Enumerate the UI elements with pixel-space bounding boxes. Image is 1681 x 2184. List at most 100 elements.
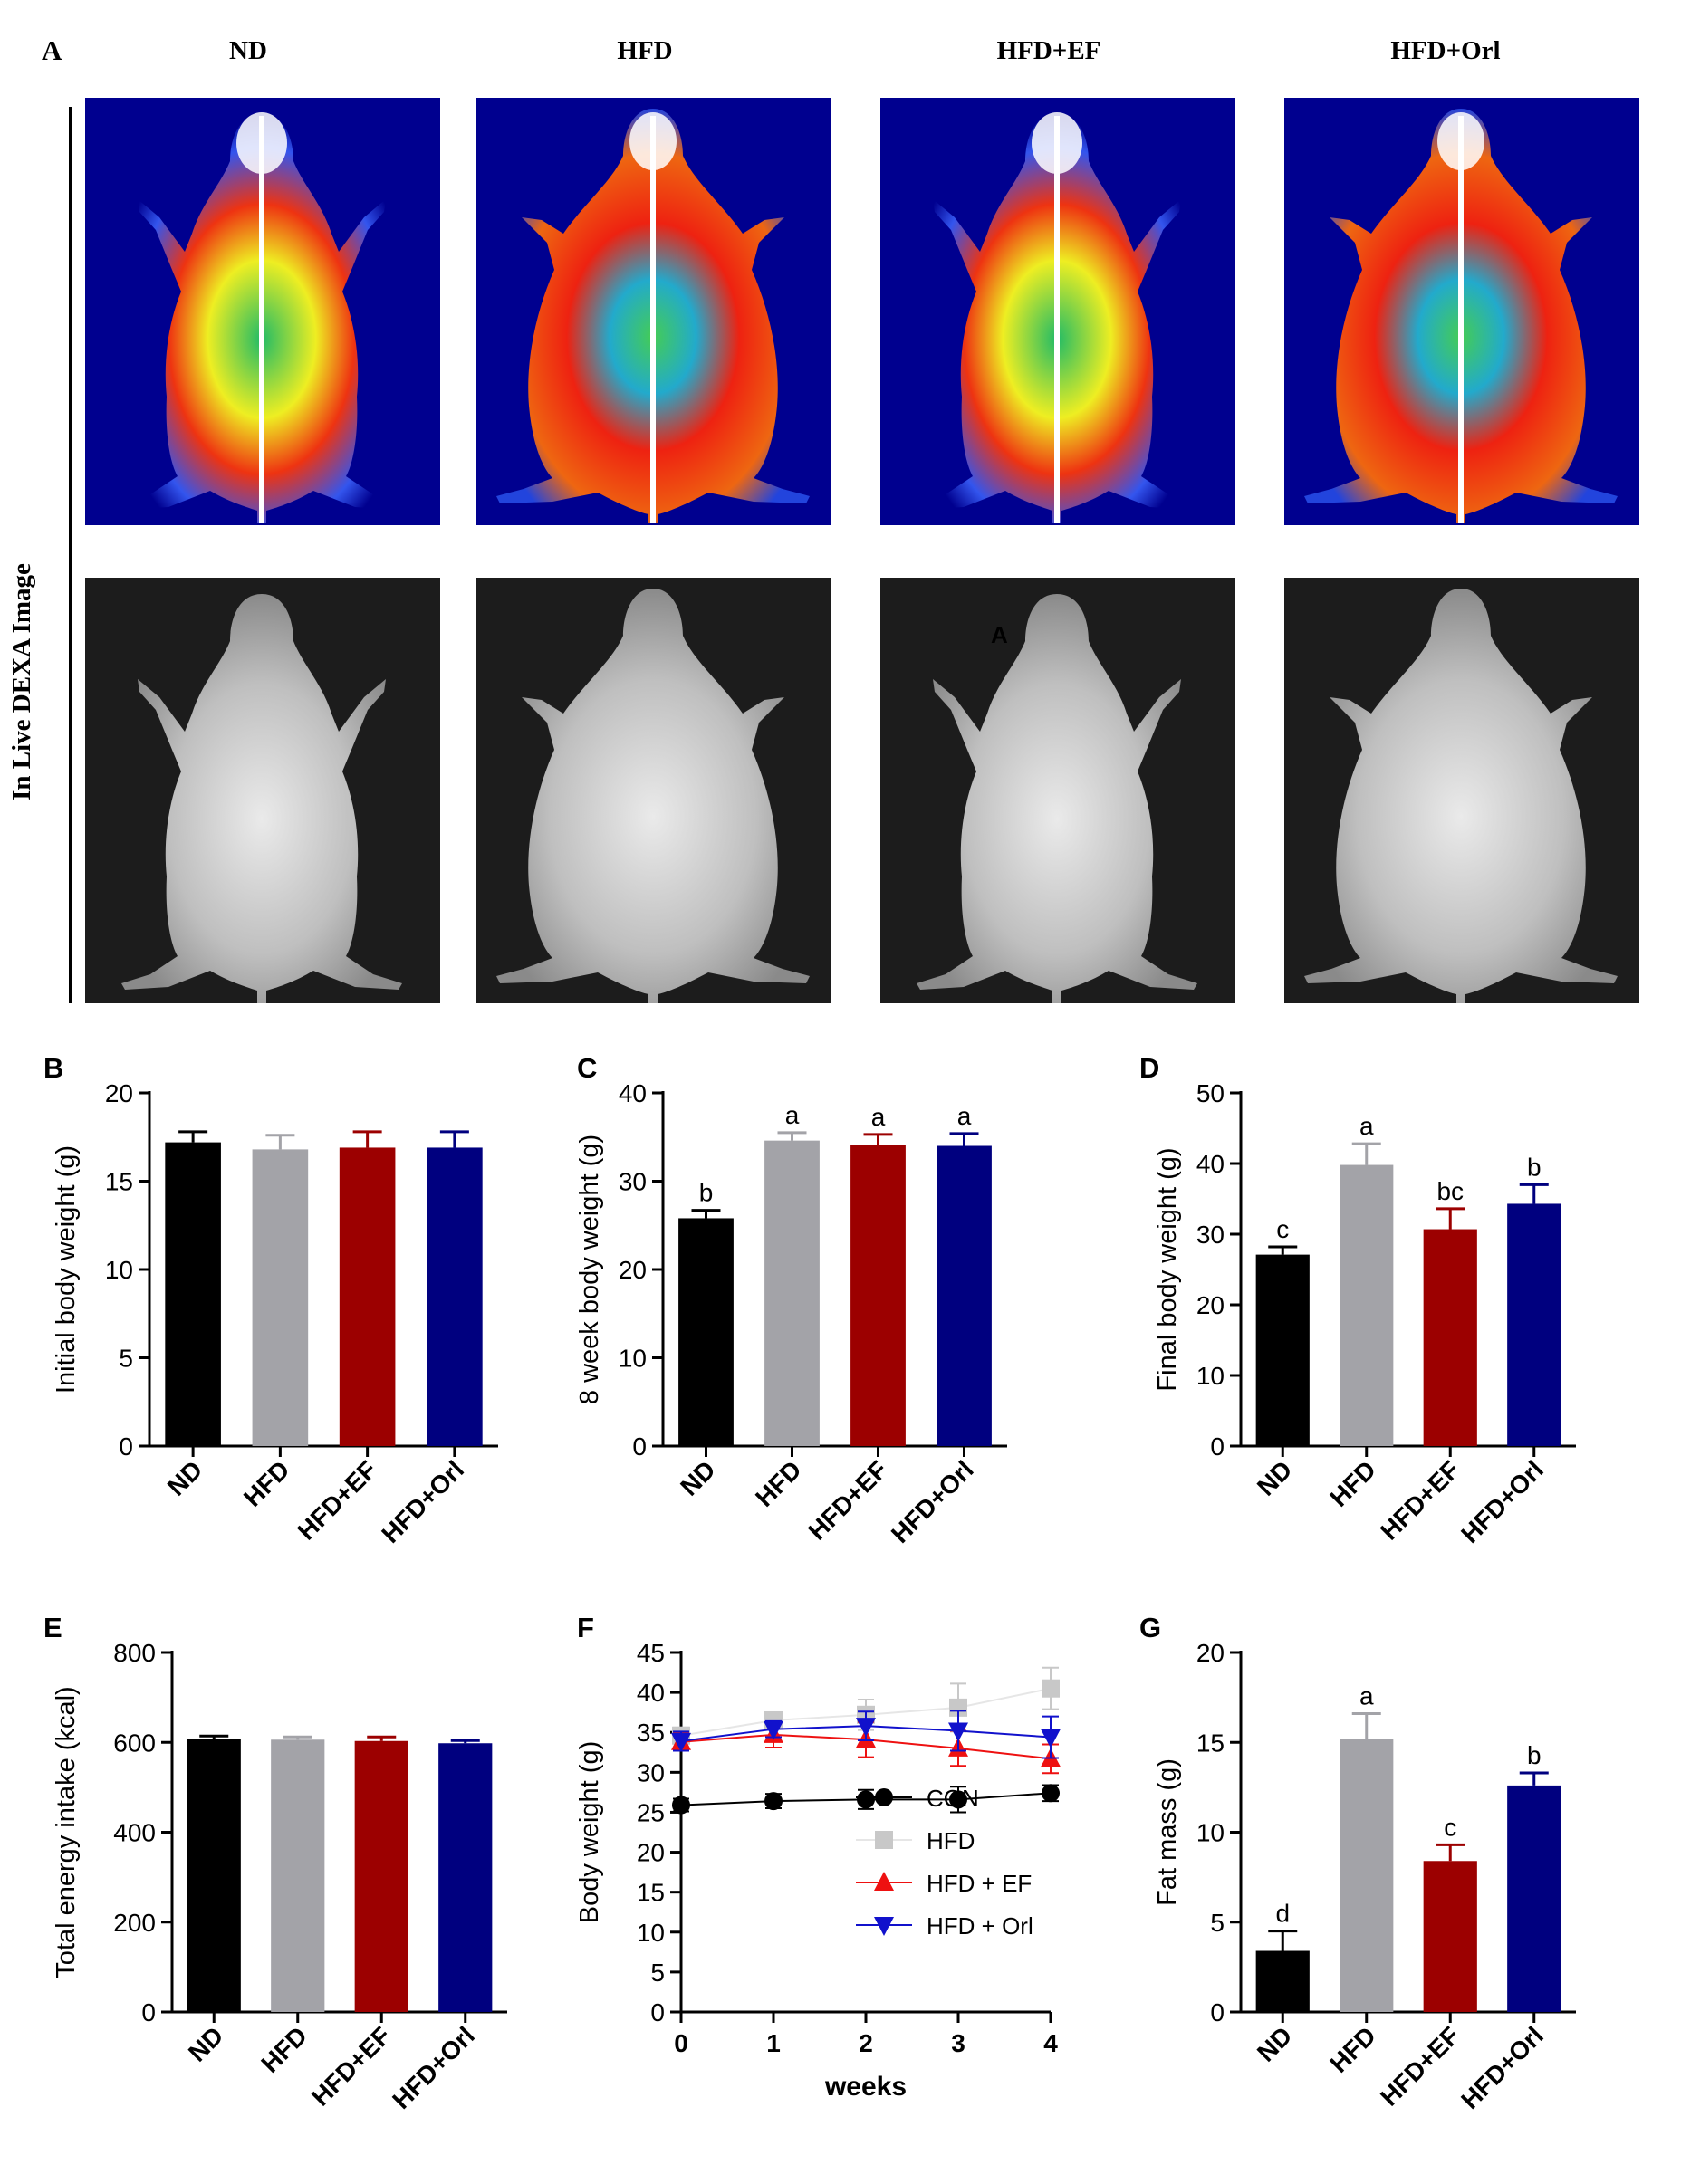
chart-d-sig-label: a [1359, 1112, 1374, 1140]
chart-f-legend-marker [874, 1917, 894, 1936]
chart-f-data-point [764, 1792, 783, 1811]
chart-d-y-tick-label: 0 [1210, 1432, 1225, 1461]
chart-c-bar [764, 1140, 820, 1446]
panel-d-letter: D [1139, 1052, 1159, 1084]
chart-d-y-tick-label: 50 [1196, 1079, 1225, 1107]
dexa-color-image-nd [85, 98, 440, 525]
chart-f-legend-label: CON [927, 1785, 979, 1812]
chart-f-legend-label: HFD + EF [927, 1870, 1032, 1897]
dexa-color-image-hfd-ef [880, 98, 1235, 525]
chart-f-y-tick-label: 0 [650, 1998, 665, 2026]
chart-c-bar [937, 1145, 992, 1446]
chart-g-category-label: HFD+EF [1375, 2021, 1465, 2111]
chart-f-y-tick-label: 10 [637, 1919, 665, 1947]
chart-e-y-axis-title: Total energy intake (kcal) [52, 1686, 81, 1978]
chart-f-y-tick-label: 45 [637, 1639, 665, 1667]
chart-d-category-label: ND [1252, 1455, 1298, 1501]
chart-d-category-label: HFD [1324, 1455, 1381, 1512]
xray-image-hfd-orl [1284, 578, 1639, 1003]
chart-g-sig-label: c [1444, 1813, 1456, 1841]
chart-f-x-tick-label: 3 [951, 2029, 965, 2057]
chart-c-y-tick-label: 0 [632, 1432, 647, 1461]
chart-f-x-tick-label: 0 [674, 2029, 688, 2057]
chart-f-legend-marker [874, 1872, 894, 1891]
chart-c-y-axis-title: 8 week body weight (g) [575, 1135, 604, 1404]
chart-g-y-tick-label: 5 [1210, 1909, 1225, 1937]
chart-g-bar [1423, 1861, 1477, 2012]
chart-d-y-tick-label: 40 [1196, 1150, 1225, 1178]
chart-f-data-point [1042, 1784, 1060, 1803]
chart-c-y-tick-label: 30 [619, 1168, 647, 1196]
chart-f-legend-marker [875, 1831, 893, 1849]
stray-letter-a: A [991, 621, 1008, 648]
xray-image-hfd-ef: A [880, 578, 1235, 1003]
chart-b-bar [252, 1149, 309, 1446]
chart-e-category-label: HFD [255, 2021, 312, 2078]
chart-f-y-tick-label: 35 [637, 1719, 665, 1747]
chart-e-y-tick-label: 600 [113, 1729, 156, 1757]
chart-f-data-point [1041, 1729, 1061, 1748]
chart-b-category-label: HFD+EF [292, 1455, 381, 1545]
column-label-hfd-ef: HFD+EF [996, 36, 1101, 65]
chart-f-x-tick-label: 4 [1043, 2029, 1058, 2057]
chart-g-sig-label: d [1275, 1900, 1290, 1928]
chart-b-y-tick-label: 0 [119, 1432, 133, 1461]
chart-f-y-axis-title: Body weight (g) [575, 1741, 604, 1924]
chart-e-y-tick-label: 800 [113, 1639, 156, 1667]
chart-f-data-point [948, 1722, 968, 1742]
chart-d-y-axis-title: Final body weight (g) [1153, 1147, 1182, 1391]
chart-g-category-label: HFD+Orl [1455, 2021, 1549, 2114]
chart-g-sig-label: b [1527, 1741, 1542, 1769]
chart-e-y-tick-label: 0 [141, 1998, 156, 2026]
dexa-color-image-hfd-orl [1284, 98, 1639, 525]
panel-c-letter: C [577, 1052, 597, 1084]
chart-f-data-point [857, 1790, 875, 1809]
chart-c-sig-label: a [785, 1101, 800, 1129]
column-label-hfd: HFD [617, 36, 673, 65]
chart-g-y-tick-label: 15 [1196, 1729, 1225, 1757]
chart-c-category-label: ND [675, 1455, 721, 1501]
chart-d-bar [1423, 1229, 1477, 1446]
chart-g-bar [1255, 1950, 1310, 2012]
chart-d-sig-label: b [1527, 1153, 1542, 1181]
dexa-color-image-hfd [476, 98, 831, 525]
chart-e-bar [271, 1739, 325, 2012]
chart-f-legend-label: HFD + Orl [927, 1912, 1033, 1940]
chart-g-category-label: HFD [1324, 2021, 1381, 2078]
chart-g-bar [1340, 1739, 1394, 2012]
chart-f-y-tick-label: 15 [637, 1879, 665, 1907]
chart-e-bar [187, 1739, 241, 2012]
panel-a-letter: A [42, 34, 62, 66]
chart-f-legend-marker [875, 1788, 893, 1806]
chart-f-data-point [1042, 1679, 1060, 1698]
chart-d-sig-label: c [1276, 1215, 1289, 1243]
chart-g-y-axis-title: Fat mass (g) [1153, 1758, 1182, 1906]
chart-e-bar [438, 1743, 493, 2012]
chart-f-data-point [949, 1790, 967, 1809]
panel-g-letter: G [1139, 1612, 1161, 1643]
chart-c-sig-label: a [871, 1103, 886, 1131]
chart-d-bar [1507, 1203, 1561, 1446]
chart-c-y-tick-label: 10 [619, 1345, 647, 1373]
chart-c-bar [850, 1145, 906, 1446]
chart-f-y-tick-label: 5 [650, 1959, 665, 1987]
chart-c-category-label: HFD+Orl [886, 1455, 979, 1548]
chart-e-category-label: HFD+EF [306, 2021, 396, 2111]
chart-f-x-tick-label: 2 [859, 2029, 873, 2057]
chart-b-y-tick-label: 20 [105, 1079, 133, 1107]
chart-c-bar [678, 1218, 734, 1446]
chart-c-y-tick-label: 20 [619, 1256, 647, 1284]
chart-e-category-label: ND [183, 2021, 229, 2067]
chart-e-bar [354, 1740, 408, 2012]
panel-a-divider [69, 107, 72, 1003]
chart-b-bar [339, 1147, 396, 1446]
chart-f-y-tick-label: 30 [637, 1758, 665, 1786]
chart-c-sig-label: a [957, 1102, 972, 1130]
chart-f-legend-label: HFD [927, 1827, 975, 1854]
chart-f-data-point [764, 1720, 783, 1740]
chart-d-y-tick-label: 20 [1196, 1291, 1225, 1319]
chart-e-y-tick-label: 400 [113, 1819, 156, 1847]
chart-e-category-label: HFD+Orl [387, 2021, 480, 2114]
panel-e-letter: E [43, 1612, 62, 1643]
chart-c-category-label: HFD [750, 1455, 807, 1512]
